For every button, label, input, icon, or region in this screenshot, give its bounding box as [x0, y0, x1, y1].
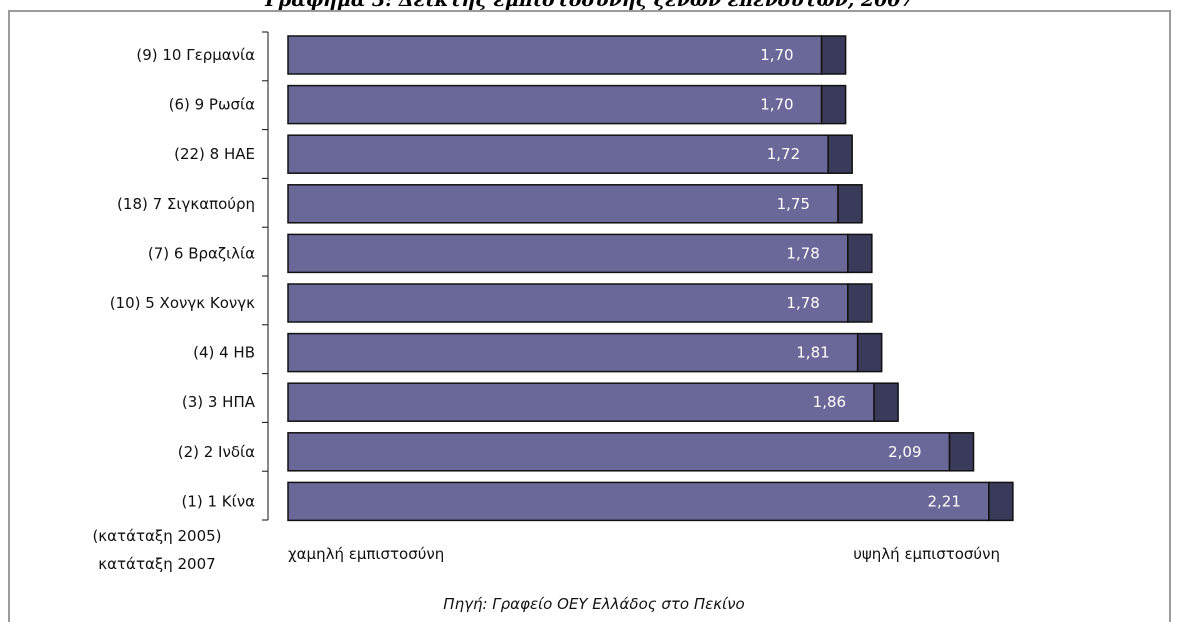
bar-end-cap	[827, 134, 853, 174]
bar	[287, 134, 829, 174]
chart-title: Γραφημα 3: Δείκτης εμπιστοσύνης ξένων επ…	[265, 0, 914, 11]
category-label: (7) 6 Βραζιλία	[148, 244, 255, 262]
category-label: (6) 9 Ρωσία	[169, 96, 256, 114]
bar	[287, 432, 951, 472]
bar-value-label: 1,78	[786, 294, 819, 312]
category-label: (18) 7 Σιγκαπούρη	[117, 195, 255, 213]
bar-value-label: 2,21	[927, 492, 960, 510]
category-label: (22) 8 ΗΑΕ	[174, 145, 255, 163]
bar	[287, 84, 823, 125]
bar	[287, 35, 823, 75]
bar	[287, 382, 875, 422]
bar	[287, 233, 849, 274]
source-note: Πηγή: Γραφείο ΟΕΥ Ελλάδος στο Πεκίνο	[443, 595, 744, 613]
bar-value-label: 1,70	[760, 46, 793, 64]
category-label: (10) 5 Χονγκ Κονγκ	[110, 294, 255, 312]
chart-frame	[8, 10, 1171, 622]
x-high-confidence-label: υψηλή εμπιστοσύνη	[853, 545, 1000, 563]
bar-value-label: 1,70	[760, 96, 793, 114]
bar-value-label: 1,81	[796, 344, 829, 362]
bar-end-cap	[873, 382, 899, 422]
bars-group: 1,70 (9) 10 Γερμανία 1,70 (6) 9 Ρωσία 1,72 (2…	[110, 35, 1014, 522]
bar-end-cap	[820, 35, 847, 75]
category-axis-ticks	[262, 31, 268, 521]
bar-value-label: 1,86	[813, 393, 846, 411]
bar-end-cap	[948, 432, 975, 472]
bar-end-cap	[856, 332, 883, 373]
bar-value-label: 2,09	[888, 443, 921, 461]
bar	[287, 283, 849, 323]
bar-value-label: 1,78	[786, 244, 819, 262]
y-axis-label-2005: (κατάταξη 2005)	[92, 527, 221, 545]
bar	[287, 481, 990, 522]
bar-end-cap	[847, 233, 873, 274]
bar	[287, 184, 839, 224]
bar-end-cap	[847, 283, 873, 323]
x-low-confidence-label: χαμηλή εμπιστοσύνη	[288, 545, 444, 563]
bar-end-cap	[820, 84, 847, 125]
category-label: (1) 1 Κίνα	[181, 492, 255, 510]
category-label: (4) 4 ΗΒ	[193, 344, 255, 362]
category-label: (3) 3 ΗΠΑ	[182, 393, 256, 411]
category-label: (2) 2 Ινδία	[178, 443, 255, 461]
bar-end-cap	[837, 184, 863, 224]
y-axis-label-2007: κατάταξη 2007	[98, 555, 215, 573]
bar-end-cap	[988, 481, 1014, 522]
category-label: (9) 10 Γερμανία	[136, 46, 255, 64]
bar-value-label: 1,75	[777, 195, 810, 213]
bar	[287, 332, 859, 373]
bar-value-label: 1,72	[767, 145, 800, 163]
